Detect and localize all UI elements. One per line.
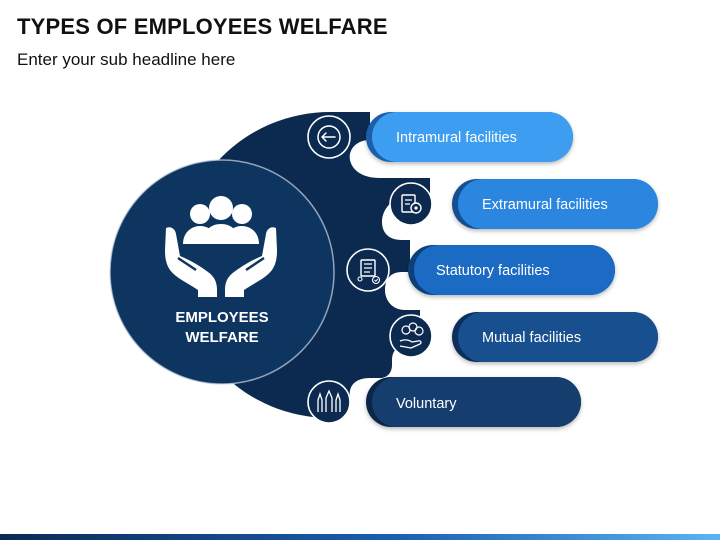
center-circle [109,159,335,385]
coins-hand-icon [389,314,433,358]
people-in-hands-icon [165,196,277,297]
bottom-accent-bar [0,534,720,540]
arrow-left-icon [307,115,351,159]
item-voluntary[interactable]: Voluntary [366,377,581,427]
item-intramural[interactable]: Intramural facilities [366,112,573,162]
center-label-line2: WELFARE [185,329,258,346]
item-label-mutual: Mutual facilities [482,330,581,346]
item-statutory[interactable]: Statutory facilities [408,245,615,295]
item-extramural[interactable]: Extramural facilities [452,179,658,229]
page-title: TYPES OF EMPLOYEES WELFARE [17,14,388,39]
center-label-line1: EMPLOYEES [175,309,268,326]
item-mutual[interactable]: Mutual facilities [452,312,658,362]
page-subtitle: Enter your sub headline here [17,50,236,69]
raised-hands-icon [307,380,351,424]
document-gear-icon [389,182,433,226]
item-label-extramural: Extramural facilities [482,197,608,213]
item-label-voluntary: Voluntary [396,396,457,412]
item-label-statutory: Statutory facilities [436,263,550,279]
item-label-intramural: Intramural facilities [396,130,517,146]
checklist-person-icon [346,248,390,292]
